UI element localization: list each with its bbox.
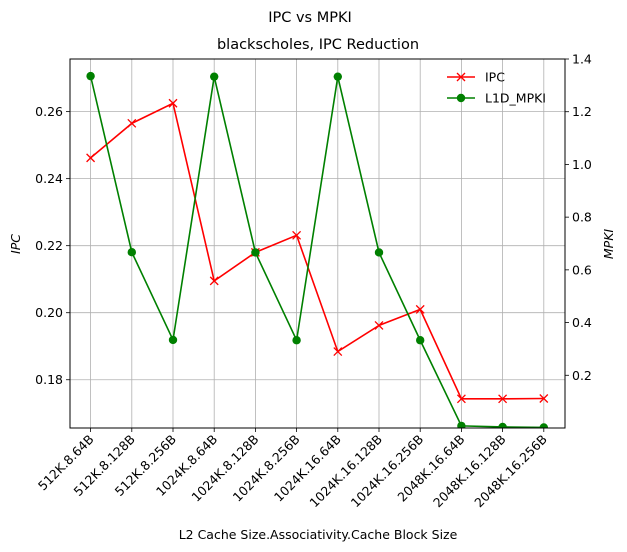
series-point-ipc-8-stroke-b [415, 304, 425, 314]
y-left-tick-label-2: 0.22 [35, 238, 63, 253]
series-point-l1d-mpki-6 [333, 72, 342, 81]
legend-label-l1d-mpki: L1D_MPKI [485, 91, 546, 106]
series-point-ipc-3-stroke-b [209, 276, 219, 286]
x-axis-label: L2 Cache Size.Associativity.Cache Block … [179, 527, 458, 542]
legend-marker-ipc [456, 72, 466, 82]
y-left-tick-label-3: 0.24 [35, 171, 63, 186]
y-right-tick-label-2: 0.6 [572, 262, 592, 277]
y-right-tick-label-4: 1.0 [572, 157, 592, 172]
series-layer [86, 71, 549, 428]
series-point-l1d-mpki-4 [251, 248, 260, 257]
y-right-tick-label-5: 1.2 [572, 104, 592, 119]
series-point-l1d-mpki-3 [210, 72, 219, 81]
legend-marker-ipc-stroke-b [456, 72, 466, 82]
y-axis-right-label: MPKI [601, 229, 616, 260]
y-axis-left-label: IPC [8, 234, 23, 254]
series-point-ipc-11-stroke-b [539, 394, 549, 403]
series-point-ipc-9-stroke-b [456, 394, 466, 404]
series-point-l1d-mpki-8 [416, 336, 425, 345]
legend: IPC L1D_MPKI [447, 70, 546, 106]
series-point-ipc-1 [127, 118, 137, 128]
series-point-ipc-3 [209, 276, 219, 286]
y-right-tick-label-0: 0.2 [572, 368, 592, 383]
series-point-l1d-mpki-2 [168, 335, 178, 345]
y-left-tick-label-0: 0.18 [35, 372, 63, 387]
series-clipped [86, 71, 549, 428]
series-line-l1d-mpki [89, 75, 544, 428]
chart-title: blackscholes, IPC Reduction [217, 37, 419, 53]
series-point-ipc-0-stroke-b [86, 153, 96, 163]
series-point-ipc-11 [539, 394, 549, 403]
series-point-ipc-10-stroke-b [498, 394, 508, 404]
legend-label-ipc: IPC [485, 70, 505, 85]
series-point-ipc-10 [498, 394, 508, 404]
series-point-l1d-mpki-10 [498, 422, 507, 428]
grid-lines [70, 59, 565, 428]
y-left-tick-label-4: 0.26 [35, 104, 63, 119]
series-point-ipc-5-stroke-b [292, 230, 302, 240]
series-point-ipc-5 [292, 230, 302, 240]
y-right-tick-label-3: 0.8 [572, 210, 592, 225]
series-point-ipc-7-stroke-b [374, 320, 384, 330]
series-point-l1d-mpki-0 [86, 71, 95, 81]
y-left-tick-label-1: 0.20 [35, 305, 63, 320]
series-line-ipc [90, 102, 544, 400]
series-point-ipc-6 [333, 347, 343, 357]
series-point-ipc-7 [374, 320, 384, 330]
legend-marker-l1d-mpki [456, 93, 466, 103]
series-point-l1d-mpki-11 [539, 423, 548, 428]
series-point-l1d-mpki-7 [374, 248, 384, 257]
series-point-l1d-mpki-5 [292, 336, 301, 345]
series-point-l1d-mpki-1 [127, 247, 136, 257]
series-point-ipc-6-stroke-b [333, 347, 343, 357]
series-point-ipc-9 [456, 394, 466, 404]
series-point-ipc-2 [168, 98, 178, 108]
series-point-ipc-0 [86, 153, 96, 163]
plot-frame [69, 58, 566, 429]
series-point-ipc-2-stroke-b [168, 98, 178, 108]
series-point-l1d-mpki-9 [457, 421, 466, 428]
series-point-ipc-8 [415, 304, 425, 314]
chart-suptitle: IPC vs MPKI [268, 10, 352, 26]
series-point-ipc-1-stroke-b [127, 118, 137, 128]
y-right-tick-label-1: 0.4 [572, 315, 592, 330]
y-right-tick-label-6: 1.4 [572, 52, 592, 67]
